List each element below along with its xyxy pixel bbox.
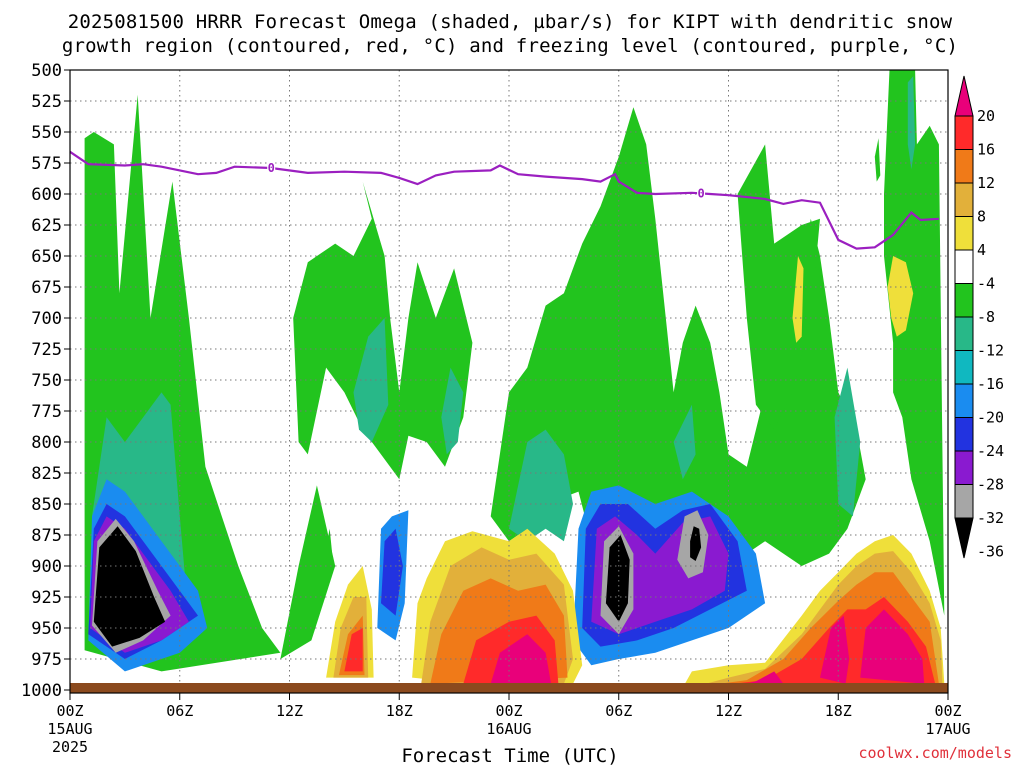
colorbar-label-5: -4 [977, 275, 995, 293]
omega-region-6 [874, 138, 881, 182]
y-tick-label-10: 750 [31, 371, 62, 391]
x-tick-label-0: 00Z [56, 702, 83, 720]
y-tick-label-15: 875 [31, 526, 62, 546]
y-tick-label-1: 525 [31, 92, 62, 112]
y-tick-label-13: 825 [31, 464, 62, 484]
colorbar-bin-7 [954, 316, 974, 351]
y-tick-label-9: 725 [31, 340, 62, 360]
colorbar-bin-4 [954, 216, 974, 251]
x-tick-label-8: 00Z [934, 702, 961, 720]
y-tick-label-17: 925 [31, 588, 62, 608]
colorbar-bin-3 [954, 182, 974, 217]
omega-region-40 [344, 628, 363, 672]
chart-title-line-1: 2025081500 HRRR Forecast Omega (shaded, … [68, 11, 953, 33]
colorbar-label-9: -20 [977, 409, 1004, 427]
colorbar-bin-5 [954, 249, 974, 284]
omega-region-13 [834, 367, 861, 517]
omega-region-14 [907, 76, 916, 170]
omega-region-19 [381, 528, 403, 616]
omega-shaded-regions [84, 70, 945, 688]
colorbar-bin-9 [954, 383, 974, 418]
colorbar-label-8: -16 [977, 375, 1004, 393]
x-axis-label: Forecast Time (UTC) [401, 745, 618, 767]
colorbar-label-10: -24 [977, 442, 1004, 460]
colorbar-label-4: 4 [977, 241, 986, 259]
x-tick-label-6: 12Z [715, 702, 742, 720]
y-tick-label-18: 950 [31, 619, 62, 639]
omega-region-5 [737, 144, 820, 430]
colorbar-bottom-arrow [954, 517, 974, 559]
y-tick-label-6: 650 [31, 247, 62, 267]
x-tick-label-2: 12Z [276, 702, 303, 720]
ground-layer [70, 683, 948, 693]
grid-lines [70, 70, 948, 690]
y-tick-label-14: 850 [31, 495, 62, 515]
omega-region-44 [820, 615, 850, 684]
y-tick-label-5: 625 [31, 216, 62, 236]
x-tick-year-0: 2025 [52, 738, 88, 756]
colorbar-bin-11 [954, 450, 974, 485]
colorbar-bin-8 [954, 350, 974, 385]
x-tick-label-4: 00Z [495, 702, 522, 720]
site-credit: coolwx.com/models [858, 744, 1012, 762]
omega-region-1 [280, 485, 336, 659]
colorbar-label-12: -32 [977, 509, 1004, 527]
y-tick-label-2: 550 [31, 123, 62, 143]
freezing-level-line [69, 150, 939, 250]
colorbar-label-13: -36 [977, 543, 1004, 561]
x-tick-label-5: 06Z [605, 702, 632, 720]
chart-title-line-2: growth region (contoured, red, °C) and f… [62, 35, 958, 57]
freezing-level-label-1: 0 [697, 186, 704, 200]
colorbar-bin-6 [954, 283, 974, 318]
colorbar-label-0: 20 [977, 107, 995, 125]
x-tick-label-7: 18Z [825, 702, 852, 720]
x-tick-date-8: 17AUG [925, 720, 970, 738]
x-tick-date-4: 16AUG [486, 720, 531, 738]
colorbar-bin-10 [954, 417, 974, 452]
colorbar-label-7: -12 [977, 342, 1004, 360]
freezing-level-label-bg-1 [697, 186, 706, 200]
omega-region-32 [792, 256, 804, 343]
y-tick-label-7: 675 [31, 278, 62, 298]
omega-region-27 [605, 535, 630, 622]
x-tick-label-3: 18Z [386, 702, 413, 720]
pressure-axis: 500 525 550 575 600 625 650 675 700 725 750 775 800 8… [21, 61, 70, 701]
omega-region-28 [690, 526, 702, 561]
omega-region-4 [490, 107, 866, 641]
omega-region-12 [673, 404, 696, 480]
y-tick-label-19: 975 [31, 650, 62, 670]
colorbar-label-1: 16 [977, 141, 995, 159]
omega-colorbar: 20 16 12 8 4 -4 -8 -12 -16 -20 -24 -28 -32 -36 [954, 75, 1004, 561]
colorbar-label-2: 12 [977, 174, 995, 192]
x-tick-label-1: 06Z [166, 702, 193, 720]
y-tick-label-0: 500 [31, 61, 62, 81]
x-tick-date-0: 15AUG [47, 720, 92, 738]
colorbar-bin-1 [954, 115, 974, 150]
omega-region-10 [441, 367, 464, 455]
y-tick-label-11: 775 [31, 402, 62, 422]
y-tick-label-20: 1000 [21, 681, 62, 701]
y-tick-label-16: 900 [31, 557, 62, 577]
colorbar-bin-2 [954, 149, 974, 184]
colorbar-label-11: -28 [977, 476, 1004, 494]
omega-region-7 [884, 70, 945, 616]
freezing-level-contour: 00 [69, 150, 939, 250]
y-tick-label-4: 600 [31, 185, 62, 205]
freezing-level-label-0: 0 [268, 161, 275, 175]
colorbar-label-6: -8 [977, 308, 995, 326]
colorbar-label-3: 8 [977, 208, 986, 226]
colorbar-top-arrow [954, 75, 974, 117]
freezing-level-label-bg-0 [267, 160, 276, 174]
omega-region-26 [93, 526, 166, 647]
y-tick-label-8: 700 [31, 309, 62, 329]
omega-region-11 [509, 429, 573, 542]
omega-region-33 [887, 256, 914, 337]
colorbar-bin-12 [954, 484, 974, 519]
y-tick-label-3: 575 [31, 154, 62, 174]
y-tick-label-12: 800 [31, 433, 62, 453]
